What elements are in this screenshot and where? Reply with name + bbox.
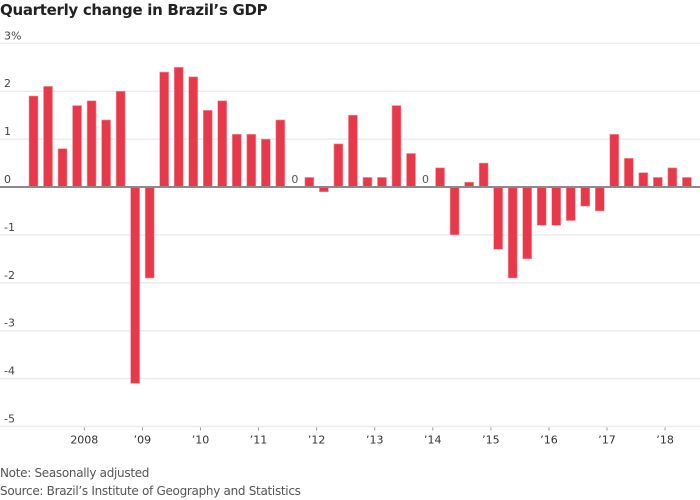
- x-tick-label: ’12: [308, 434, 326, 447]
- y-axis-ticks: 3% 2 1 0 -1 -2 -3 -4 -5: [4, 29, 21, 425]
- x-tick-label: ’10: [192, 434, 210, 447]
- x-tick-label: ’13: [366, 434, 384, 447]
- chart-title: Quarterly change in Brazil’s GDP: [0, 1, 268, 19]
- x-tick-label: ’14: [424, 434, 442, 447]
- bar: [43, 86, 53, 188]
- bar: [173, 66, 184, 188]
- bar: [86, 100, 97, 188]
- x-tick-label: ’17: [598, 434, 616, 447]
- x-axis-ticks: 2008 ’09 ’10 ’11 ’12 ’13 ’14 ’15 ’16 ’17 ’18: [70, 427, 674, 447]
- bar: [638, 172, 649, 188]
- bar: [348, 114, 358, 188]
- zero-value-label: 0: [422, 173, 429, 186]
- bar: [391, 105, 402, 188]
- note-text: Note: Seasonally adjusted: [0, 466, 150, 480]
- bar: [57, 148, 68, 188]
- bar: [580, 186, 591, 207]
- bar: [377, 177, 387, 188]
- y-tick-label: -2: [4, 269, 15, 282]
- bar: [28, 95, 39, 188]
- bar: [435, 167, 445, 188]
- bar: [653, 177, 663, 188]
- bar: [333, 143, 344, 188]
- bar: [522, 186, 532, 260]
- bar: [624, 157, 634, 188]
- bar: [565, 186, 576, 221]
- bar: [115, 90, 126, 188]
- gridlines: [0, 42, 700, 428]
- bar: [188, 76, 199, 188]
- bar: [159, 71, 169, 188]
- bar: [202, 110, 213, 188]
- bar: [362, 177, 373, 188]
- y-tick-label: 2: [4, 77, 11, 90]
- bar: [449, 186, 460, 236]
- bar: [609, 134, 620, 188]
- x-tick-label: ’18: [656, 434, 674, 447]
- bar: [130, 186, 140, 384]
- bar: [406, 153, 416, 188]
- bar: [536, 186, 547, 226]
- x-tick-label: ’11: [250, 434, 268, 447]
- source-text: Source: Brazil’s Institute of Geography …: [0, 484, 301, 498]
- bar: [101, 119, 111, 188]
- y-tick-label: 1: [4, 125, 11, 138]
- y-tick-label: -4: [4, 365, 15, 378]
- x-tick-label: ’09: [134, 434, 152, 447]
- y-tick-label: 0: [4, 173, 11, 186]
- bar: [682, 177, 692, 188]
- x-tick-label: ’16: [540, 434, 558, 447]
- bar: [594, 186, 605, 212]
- bar: [478, 162, 489, 188]
- bar: [217, 100, 228, 188]
- y-tick-label: -3: [4, 317, 15, 330]
- bar: [144, 186, 155, 279]
- bar: [261, 138, 271, 188]
- bar: [72, 105, 82, 188]
- bar: [551, 186, 562, 226]
- bar: [507, 186, 518, 279]
- y-tick-label: 3%: [4, 29, 21, 42]
- bar: [493, 186, 503, 250]
- bars: [28, 66, 692, 384]
- bar: [246, 134, 257, 188]
- bar: [231, 134, 242, 188]
- y-tick-label: -1: [4, 221, 15, 234]
- zero-value-label: 0: [291, 173, 298, 186]
- y-tick-label: -5: [4, 413, 15, 426]
- x-tick-label: ’15: [482, 434, 500, 447]
- x-tick-label: 2008: [70, 434, 98, 447]
- bar: [275, 119, 286, 188]
- bar: [304, 177, 315, 188]
- bar: [667, 167, 678, 188]
